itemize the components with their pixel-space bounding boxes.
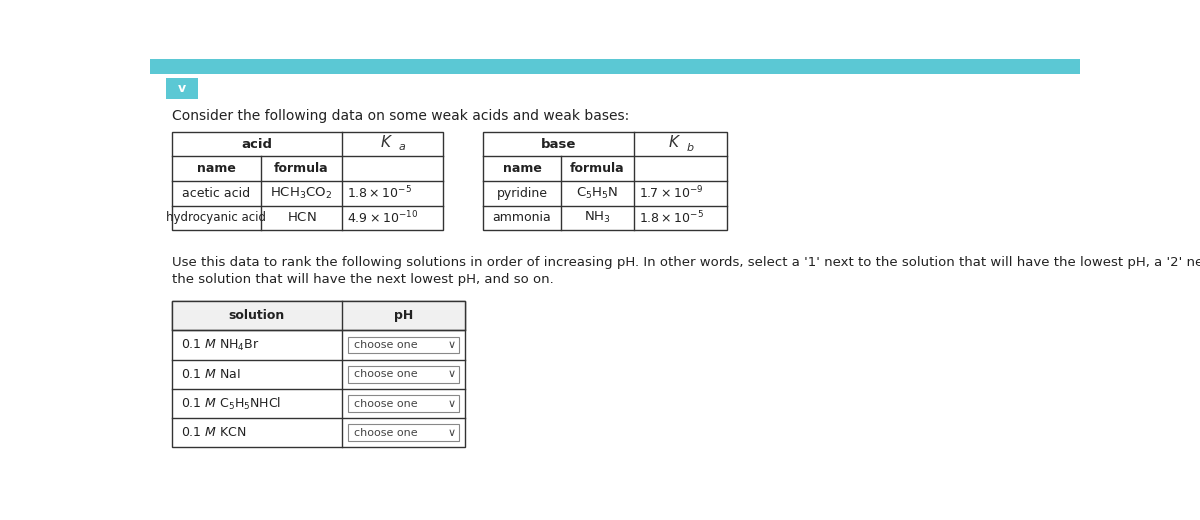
Bar — [172, 132, 443, 230]
Text: solution: solution — [229, 309, 286, 322]
Text: base: base — [541, 137, 576, 150]
Text: $a$: $a$ — [398, 142, 406, 152]
Bar — [348, 366, 460, 383]
Text: formula: formula — [570, 162, 625, 175]
Text: $\mathrm{C_5H_5N}$: $\mathrm{C_5H_5N}$ — [576, 186, 619, 201]
Text: $\mathrm{HCN}$: $\mathrm{HCN}$ — [287, 212, 317, 225]
Bar — [348, 395, 460, 412]
Text: name: name — [503, 162, 541, 175]
Text: $K$: $K$ — [380, 134, 392, 150]
Text: $1.8\times10^{-5}$: $1.8\times10^{-5}$ — [640, 210, 704, 226]
Bar — [484, 132, 727, 230]
Text: the solution that will have the next lowest pH, and so on.: the solution that will have the next low… — [172, 274, 553, 287]
Text: 0.1 $\mathit{M}$ C$_5$H$_5$NHCl: 0.1 $\mathit{M}$ C$_5$H$_5$NHCl — [181, 395, 281, 411]
Text: ∨: ∨ — [448, 369, 456, 379]
Bar — [348, 424, 460, 441]
Text: Use this data to rank the following solutions in order of increasing pH. In othe: Use this data to rank the following solu… — [172, 256, 1200, 269]
Text: 0.1 $\mathit{M}$ NH$_4$Br: 0.1 $\mathit{M}$ NH$_4$Br — [181, 337, 259, 353]
Text: Consider the following data on some weak acids and weak bases:: Consider the following data on some weak… — [172, 109, 629, 123]
Text: $K$: $K$ — [668, 134, 682, 150]
Text: ∨: ∨ — [448, 398, 456, 409]
Text: hydrocyanic acid: hydrocyanic acid — [167, 212, 266, 225]
Text: $b$: $b$ — [686, 141, 695, 153]
Text: 0.1 $\mathit{M}$ NaI: 0.1 $\mathit{M}$ NaI — [181, 368, 241, 381]
Text: $1.7\times10^{-9}$: $1.7\times10^{-9}$ — [640, 185, 703, 202]
Text: $4.9\times10^{-10}$: $4.9\times10^{-10}$ — [347, 210, 418, 226]
Bar — [172, 301, 464, 447]
Text: choose one: choose one — [354, 398, 418, 409]
Bar — [172, 301, 464, 330]
Bar — [166, 78, 198, 99]
Text: $\mathrm{NH_3}$: $\mathrm{NH_3}$ — [584, 211, 611, 226]
Text: pH: pH — [394, 309, 413, 322]
Bar — [150, 59, 1080, 74]
Text: v: v — [178, 82, 186, 95]
Text: $\mathrm{HCH_3CO_2}$: $\mathrm{HCH_3CO_2}$ — [270, 186, 332, 201]
Text: ∨: ∨ — [448, 340, 456, 350]
Text: ∨: ∨ — [448, 428, 456, 438]
Text: acid: acid — [241, 137, 272, 150]
Text: acetic acid: acetic acid — [182, 187, 251, 200]
Text: choose one: choose one — [354, 369, 418, 379]
Text: name: name — [197, 162, 235, 175]
Text: formula: formula — [275, 162, 329, 175]
Text: $1.8\times10^{-5}$: $1.8\times10^{-5}$ — [347, 185, 412, 202]
Text: choose one: choose one — [354, 340, 418, 350]
Text: pyridine: pyridine — [497, 187, 547, 200]
Text: 0.1 $\mathit{M}$ KCN: 0.1 $\mathit{M}$ KCN — [181, 426, 247, 439]
Text: choose one: choose one — [354, 428, 418, 438]
Text: ammonia: ammonia — [493, 212, 551, 225]
Bar — [348, 336, 460, 354]
